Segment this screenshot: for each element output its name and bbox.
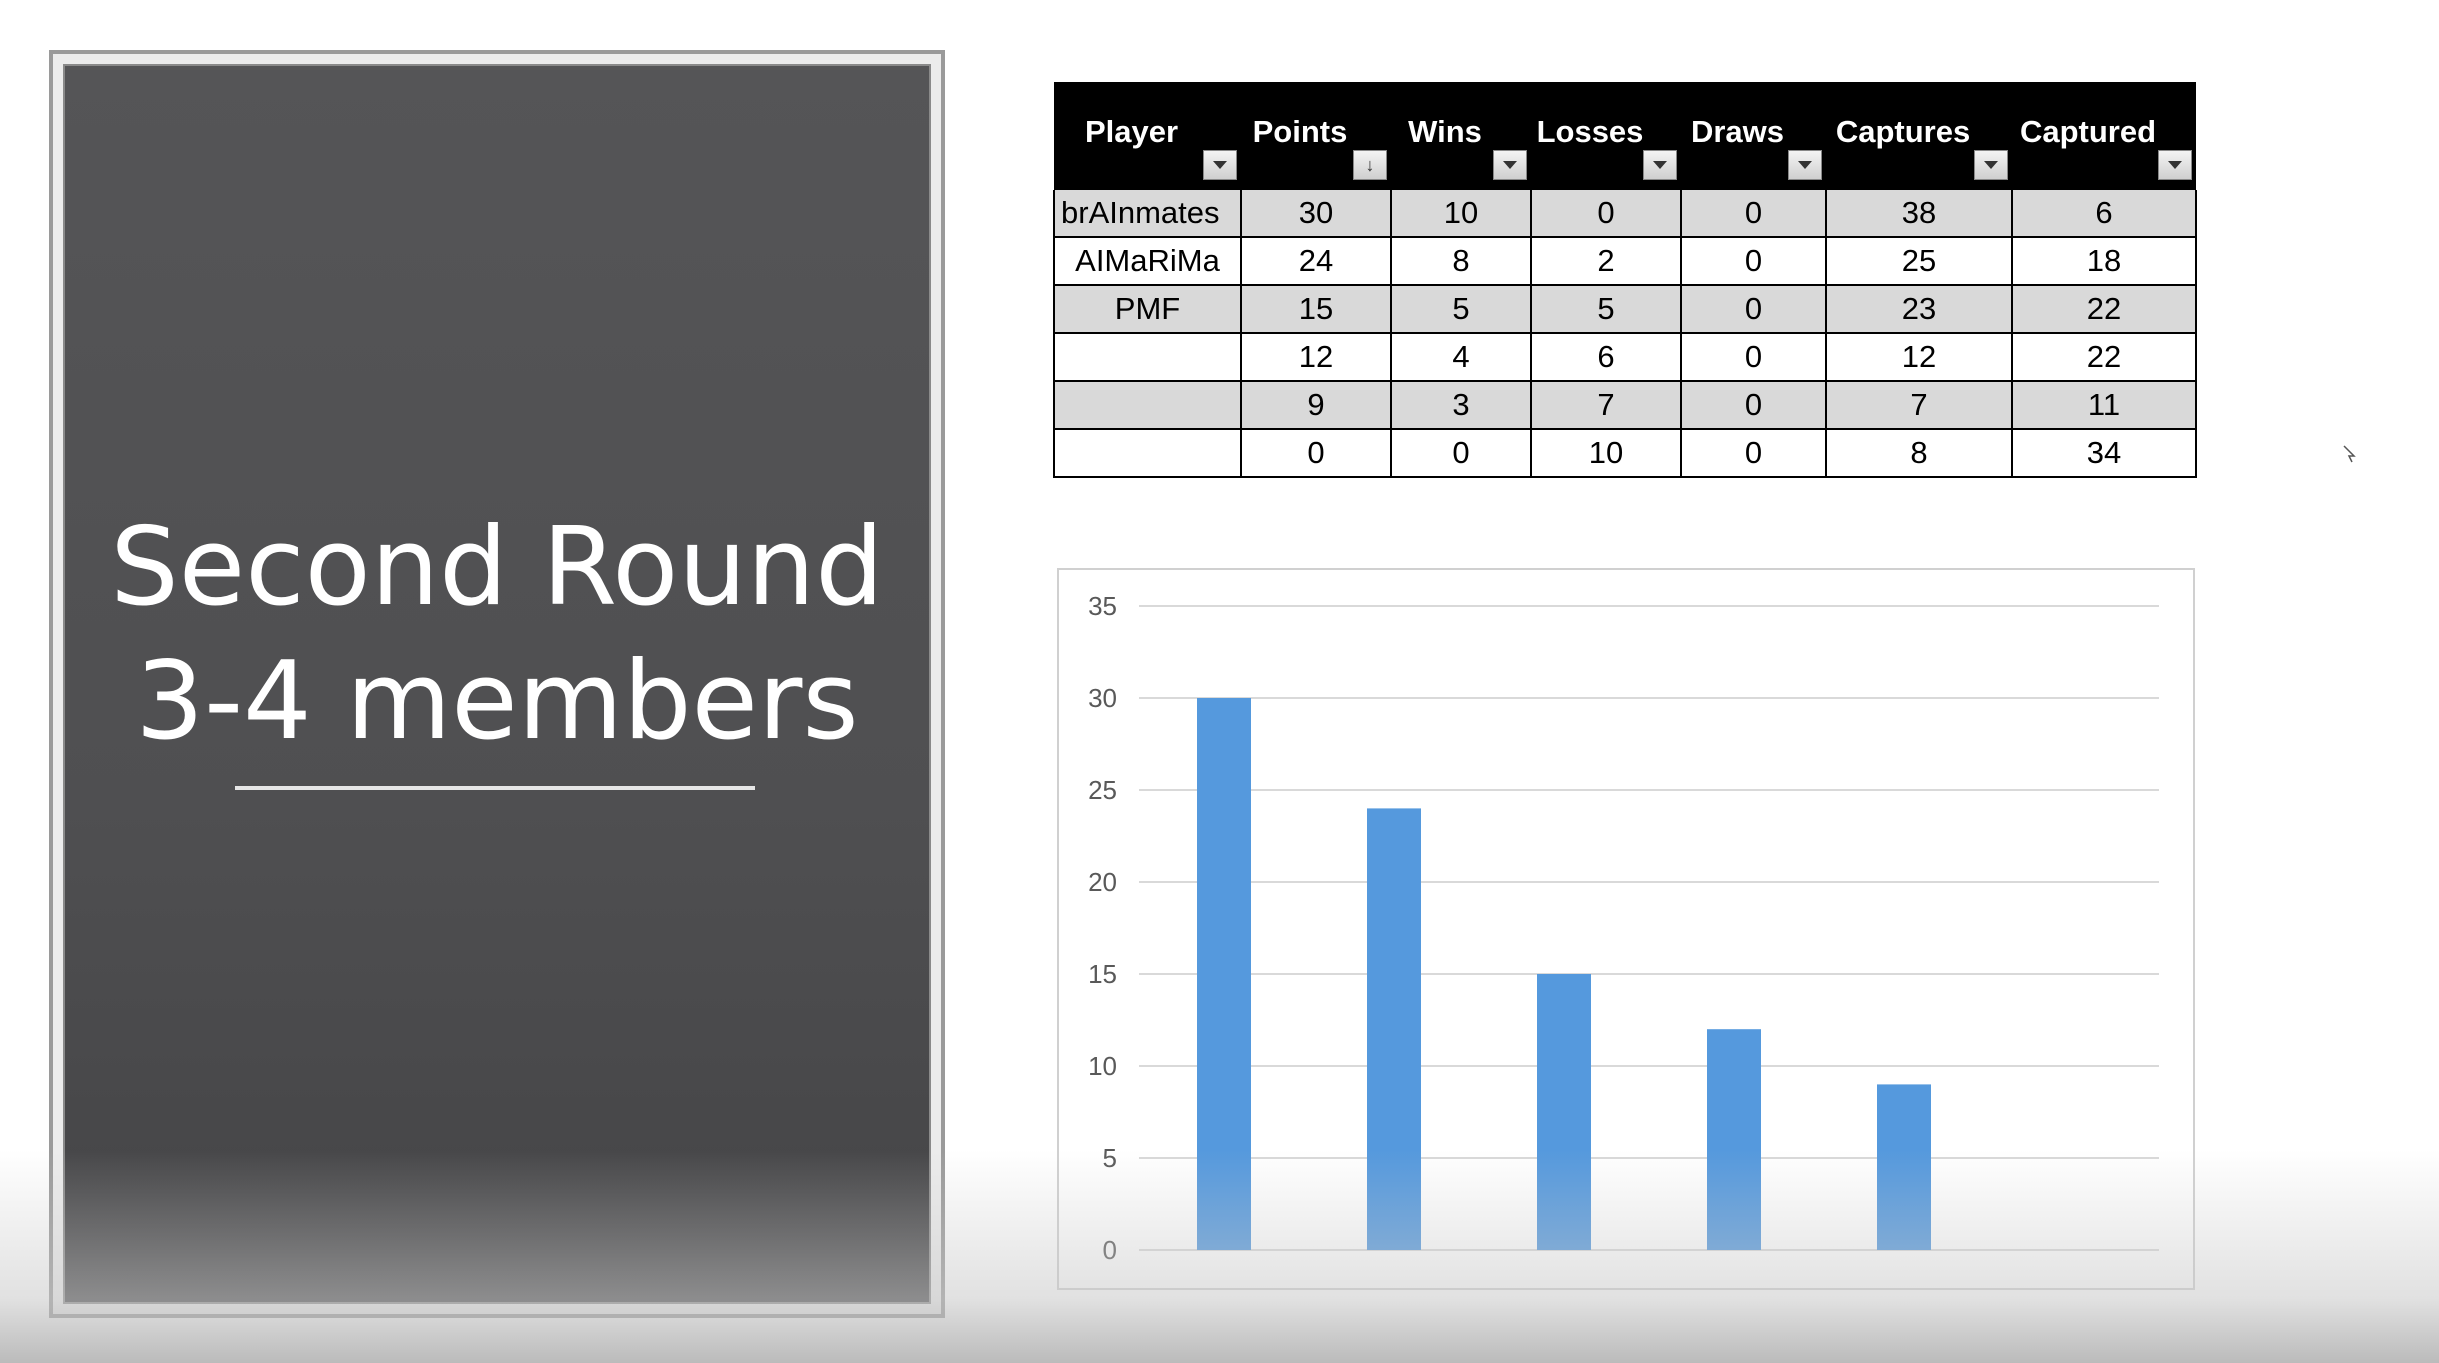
filter-dropdown-icon[interactable]	[1974, 150, 2008, 180]
cell-draws[interactable]: 0	[1681, 190, 1827, 238]
filter-dropdown-icon[interactable]	[1788, 150, 1822, 180]
y-tick-label: 30	[1088, 683, 1117, 713]
cell-captures[interactable]: 25	[1826, 237, 2013, 286]
cell-wins[interactable]: 5	[1391, 285, 1532, 334]
cell-captured[interactable]: 6	[2012, 190, 2197, 238]
cell-points[interactable]: 30	[1241, 190, 1392, 238]
y-tick-label: 0	[1103, 1235, 1117, 1265]
chart-bar[interactable]	[1197, 698, 1251, 1250]
chart-bar[interactable]	[1707, 1029, 1761, 1250]
cell-wins[interactable]: 4	[1391, 333, 1532, 382]
slide-title-line-1: Second Round	[110, 505, 884, 630]
filter-dropdown-icon[interactable]	[1203, 150, 1237, 180]
cell-player[interactable]: brAInmates	[1053, 190, 1242, 238]
cell-losses[interactable]: 6	[1531, 333, 1682, 382]
cell-wins[interactable]: 10	[1391, 190, 1532, 238]
filter-dropdown-icon[interactable]	[1493, 150, 1527, 180]
cell-captured[interactable]: 22	[2012, 333, 2197, 382]
cell-losses[interactable]: 10	[1531, 429, 1682, 478]
header-losses: Losses	[1531, 82, 1681, 190]
table-header-row: Player Points ↓ Wins Losses Draws Capture…	[1054, 82, 2196, 190]
table-row: 9 3 7 0 7 11	[1053, 381, 2197, 430]
header-wins: Wins	[1391, 82, 1531, 190]
title-underline	[235, 786, 755, 790]
table-row: 12 4 6 0 12 22	[1053, 333, 2197, 382]
header-player: Player	[1054, 82, 1241, 190]
cell-captures[interactable]: 8	[1826, 429, 2013, 478]
cell-captures[interactable]: 7	[1826, 381, 2013, 430]
cell-player[interactable]	[1053, 333, 1242, 382]
cell-player[interactable]	[1053, 381, 1242, 430]
y-tick-label: 10	[1088, 1051, 1117, 1081]
cell-captures[interactable]: 23	[1826, 285, 2013, 334]
title-slide-background: Second Round 3-4 members	[63, 64, 931, 1304]
sort-descending-icon[interactable]: ↓	[1353, 150, 1387, 180]
cell-draws[interactable]: 0	[1681, 237, 1827, 286]
chart-bar[interactable]	[1367, 808, 1421, 1250]
mouse-cursor-icon	[2343, 445, 2356, 463]
y-tick-label: 5	[1103, 1143, 1117, 1173]
cell-player[interactable]: AIMaRiMa	[1053, 237, 1242, 286]
y-tick-label: 25	[1088, 775, 1117, 805]
cell-points[interactable]: 0	[1241, 429, 1392, 478]
header-captures: Captures	[1826, 82, 2012, 190]
filter-dropdown-icon[interactable]	[2158, 150, 2192, 180]
cell-points[interactable]: 9	[1241, 381, 1392, 430]
cell-losses[interactable]: 0	[1531, 190, 1682, 238]
table-row: 0 0 10 0 8 34	[1053, 429, 2197, 478]
cell-captured[interactable]: 34	[2012, 429, 2197, 478]
cell-captures[interactable]: 38	[1826, 190, 2013, 238]
cell-player[interactable]	[1053, 429, 1242, 478]
header-draws: Draws	[1681, 82, 1826, 190]
cell-draws[interactable]: 0	[1681, 381, 1827, 430]
y-tick-label: 35	[1088, 591, 1117, 621]
chart-bar[interactable]	[1877, 1084, 1931, 1250]
chart-canvas: 0 5 10 15 20 25 30 35	[1088, 591, 2159, 1265]
y-tick-label: 20	[1088, 867, 1117, 897]
header-captured: Captured	[2012, 82, 2196, 190]
cell-wins[interactable]: 8	[1391, 237, 1532, 286]
slide-title: Second Round 3-4 members	[65, 501, 929, 769]
cell-captures[interactable]: 12	[1826, 333, 2013, 382]
cell-captured[interactable]: 22	[2012, 285, 2197, 334]
chart-bar[interactable]	[1537, 974, 1591, 1250]
slide-title-line-2: 3-4 members	[135, 639, 859, 764]
cell-losses[interactable]: 7	[1531, 381, 1682, 430]
cell-wins[interactable]: 3	[1391, 381, 1532, 430]
table-row: PMF 15 5 5 0 23 22	[1053, 285, 2197, 334]
cell-player[interactable]: PMF	[1053, 285, 1242, 334]
cell-captured[interactable]: 18	[2012, 237, 2197, 286]
cell-draws[interactable]: 0	[1681, 429, 1827, 478]
points-bar-chart[interactable]: 0 5 10 15 20 25 30 35	[1057, 568, 2195, 1290]
title-slide-panel: Second Round 3-4 members	[49, 50, 945, 1318]
cell-points[interactable]: 15	[1241, 285, 1392, 334]
cell-losses[interactable]: 2	[1531, 237, 1682, 286]
table-row: brAInmates 30 10 0 0 38 6	[1053, 190, 2197, 238]
filter-dropdown-icon[interactable]	[1643, 150, 1677, 180]
y-tick-label: 15	[1088, 959, 1117, 989]
header-points: Points ↓	[1241, 82, 1391, 190]
standings-table-container: Player Points ↓ Wins Losses Draws Capture…	[1053, 82, 2197, 478]
cell-losses[interactable]: 5	[1531, 285, 1682, 334]
standings-table: Player Points ↓ Wins Losses Draws Capture…	[1053, 82, 2197, 478]
cell-points[interactable]: 24	[1241, 237, 1392, 286]
cell-draws[interactable]: 0	[1681, 333, 1827, 382]
cell-draws[interactable]: 0	[1681, 285, 1827, 334]
cell-captured[interactable]: 11	[2012, 381, 2197, 430]
cell-points[interactable]: 12	[1241, 333, 1392, 382]
cell-wins[interactable]: 0	[1391, 429, 1532, 478]
table-row: AIMaRiMa 24 8 2 0 25 18	[1053, 237, 2197, 286]
